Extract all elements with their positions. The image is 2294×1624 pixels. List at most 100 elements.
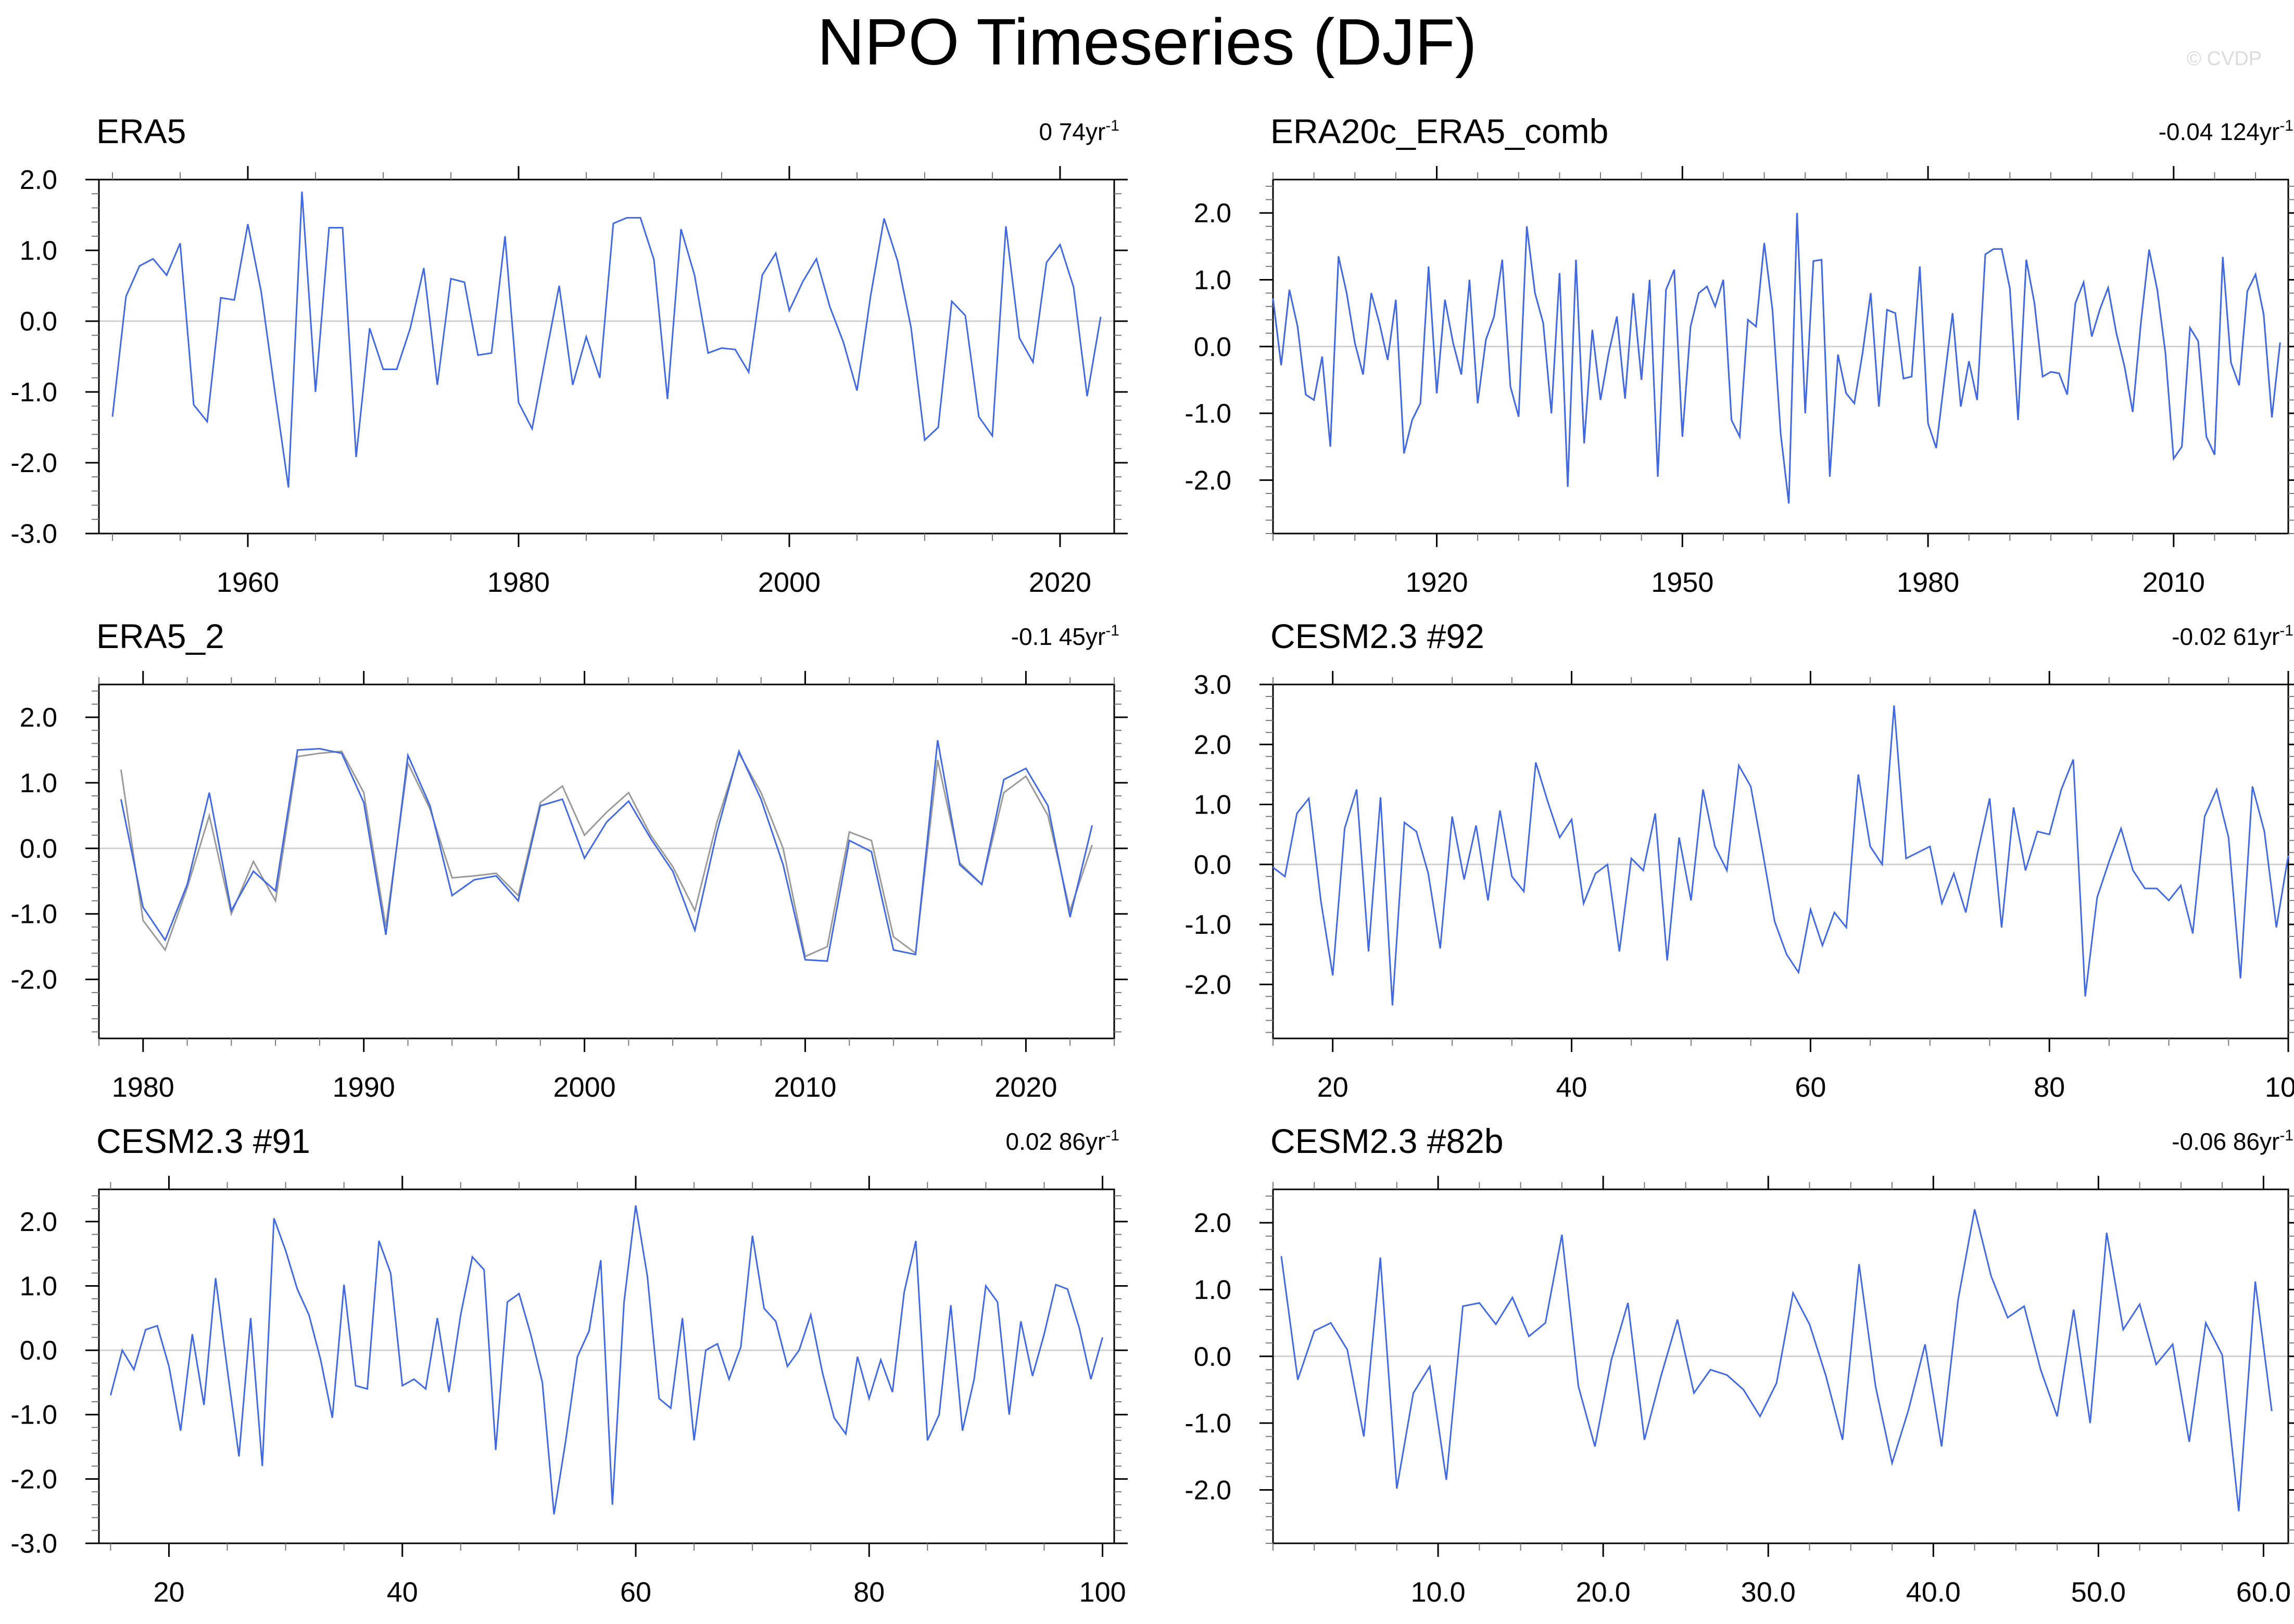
panel-title: ERA5	[96, 112, 186, 150]
x-tick-label: 40	[387, 1577, 418, 1608]
y-tick-label: 1.0	[1194, 265, 1231, 295]
trend-label: -0.04 124yr-1	[2159, 117, 2293, 145]
trend-exponent: -1	[1105, 1127, 1119, 1144]
y-tick-label: 2.0	[20, 703, 57, 733]
panel-title: ERA5_2	[96, 617, 224, 655]
x-tick-label: 60	[620, 1577, 651, 1608]
x-tick-label: 60.0	[2236, 1577, 2291, 1608]
y-tick-label: -1.0	[1184, 1409, 1231, 1439]
x-tick-label: 50.0	[2071, 1577, 2126, 1608]
y-tick-label: 0.0	[1194, 850, 1231, 880]
plot-frame	[98, 179, 1115, 535]
y-tick-label: 0.0	[1194, 332, 1231, 362]
x-tick-label: 60	[1795, 1072, 1826, 1103]
plot-frame	[1272, 1188, 2289, 1544]
y-tick-label: -2.0	[1184, 465, 1231, 496]
y-tick-label: -1.0	[10, 899, 57, 930]
series-line-primary	[1280, 1209, 2273, 1512]
y-tick-label: 1.0	[1194, 1275, 1231, 1305]
x-tick-label: 80	[2034, 1072, 2065, 1103]
trend-label: -0.1 45yr-1	[1011, 622, 1119, 650]
x-tick-label: 1980	[112, 1072, 174, 1103]
y-tick-label: 0.0	[1194, 1342, 1231, 1372]
y-tick-label: -2.0	[1184, 1475, 1231, 1505]
y-tick-label: 3.0	[1194, 670, 1231, 700]
y-tick-label: 1.0	[1194, 790, 1231, 820]
x-tick-label: 100	[2265, 1072, 2294, 1103]
cvdp-watermark: © CVDP	[2187, 48, 2262, 70]
trend-exponent: -1	[2279, 117, 2293, 134]
y-tick-label: 2.0	[1194, 730, 1231, 760]
series-line-primary	[111, 191, 1102, 488]
trend-label: -0.02 61yr-1	[2172, 622, 2293, 650]
series-line-secondary	[1272, 213, 2281, 504]
y-tick-label: -1.0	[10, 377, 57, 408]
plot-frame	[98, 1188, 1115, 1544]
x-tick-label: 1980	[1897, 567, 1959, 598]
x-tick-label: 1920	[1405, 567, 1468, 598]
trend-exponent: -1	[2279, 1127, 2293, 1144]
x-tick-label: 20	[153, 1577, 184, 1608]
chart-panel-2: 2.0 1.0 0.0 -1.0 -2.0 1920 1950 1980 2010 ERA20c_…	[1184, 112, 2294, 598]
panel-title: ERA20c_ERA5_comb	[1270, 112, 1608, 150]
series-line-secondary	[120, 750, 1093, 958]
x-tick-label: 2000	[758, 567, 821, 598]
chart-panel-1: 2.0 1.0 0.0 -1.0 -2.0 -3.0 1960 1980 2000 2020 ERA…	[10, 112, 1128, 598]
plot-frame	[1272, 179, 2289, 535]
x-tick-label: 10.0	[1411, 1577, 1466, 1608]
plot-frame	[1272, 683, 2289, 1039]
y-tick-label: -3.0	[10, 519, 57, 549]
y-tick-label: 1.0	[20, 1271, 57, 1301]
x-tick-label: 100	[1079, 1577, 1126, 1608]
y-tick-label: 1.0	[20, 768, 57, 798]
y-tick-label: 2.0	[1194, 198, 1231, 229]
x-tick-label: 40.0	[1906, 1577, 1961, 1608]
panel-title: CESM2.3 #92	[1270, 617, 1484, 655]
x-tick-label: 40	[1556, 1072, 1587, 1103]
y-tick-label: -2.0	[10, 448, 57, 478]
y-tick-label: -2.0	[1184, 970, 1231, 1000]
trend-exponent: -1	[1105, 117, 1119, 134]
x-tick-label: 1980	[487, 567, 550, 598]
y-tick-label: 0.0	[20, 834, 57, 864]
x-tick-label: 80	[853, 1577, 885, 1608]
trend-label: 0 74yr-1	[1039, 117, 1119, 145]
x-tick-label: 2010	[774, 1072, 836, 1103]
y-tick-label: -2.0	[10, 965, 57, 995]
series-line-primary	[120, 740, 1093, 962]
trend-exponent: -1	[2279, 622, 2293, 639]
x-tick-label: 20.0	[1576, 1577, 1631, 1608]
y-tick-label: 2.0	[20, 165, 57, 195]
y-tick-label: -1.0	[1184, 399, 1231, 429]
chart-panel-3: 2.0 1.0 0.0 -1.0 -2.0 1980 1990 2000 2010 2020 ERA…	[10, 617, 1128, 1103]
y-tick-label: -2.0	[10, 1464, 57, 1494]
chart-panel-5: 2.0 1.0 0.0 -1.0 -2.0 -3.0 20 40 60 80 100 CESM2.3 …	[10, 1122, 1128, 1608]
y-tick-label: -1.0	[10, 1400, 57, 1430]
trend-exponent: -1	[1105, 622, 1119, 639]
series-line-primary	[1272, 705, 2289, 1006]
y-tick-label: 0.0	[20, 307, 57, 337]
x-tick-label: 1960	[217, 567, 279, 598]
y-tick-label: 1.0	[20, 236, 57, 266]
x-tick-label: 1950	[1651, 567, 1713, 598]
trend-label: 0.02 86yr-1	[1006, 1127, 1119, 1155]
chart-panel-4: 3.0 2.0 1.0 0.0 -1.0 -2.0 20 40 60 80 100 CESM2.3 #…	[1184, 617, 2294, 1103]
panel-title: CESM2.3 #82b	[1270, 1122, 1504, 1160]
x-tick-label: 2020	[994, 1072, 1057, 1103]
x-tick-label: 2020	[1029, 567, 1091, 598]
series-line-primary	[1272, 213, 2281, 504]
x-tick-label: 20	[1317, 1072, 1348, 1103]
x-tick-label: 30.0	[1741, 1577, 1796, 1608]
panel-title: CESM2.3 #91	[96, 1122, 310, 1160]
y-tick-label: 2.0	[20, 1207, 57, 1237]
x-tick-label: 2000	[553, 1072, 616, 1103]
series-line-primary	[109, 1205, 1104, 1515]
trend-label: -0.06 86yr-1	[2172, 1127, 2293, 1155]
y-tick-label: 2.0	[1194, 1208, 1231, 1238]
x-tick-label: 2010	[2142, 567, 2205, 598]
y-tick-label: -3.0	[10, 1529, 57, 1559]
y-tick-label: -1.0	[1184, 910, 1231, 940]
chart-panel-6: 2.0 1.0 0.0 -1.0 -2.0 10.0 20.0 30.0 40.0 50.0 60.…	[1184, 1122, 2294, 1608]
plot-frame	[98, 683, 1115, 1039]
